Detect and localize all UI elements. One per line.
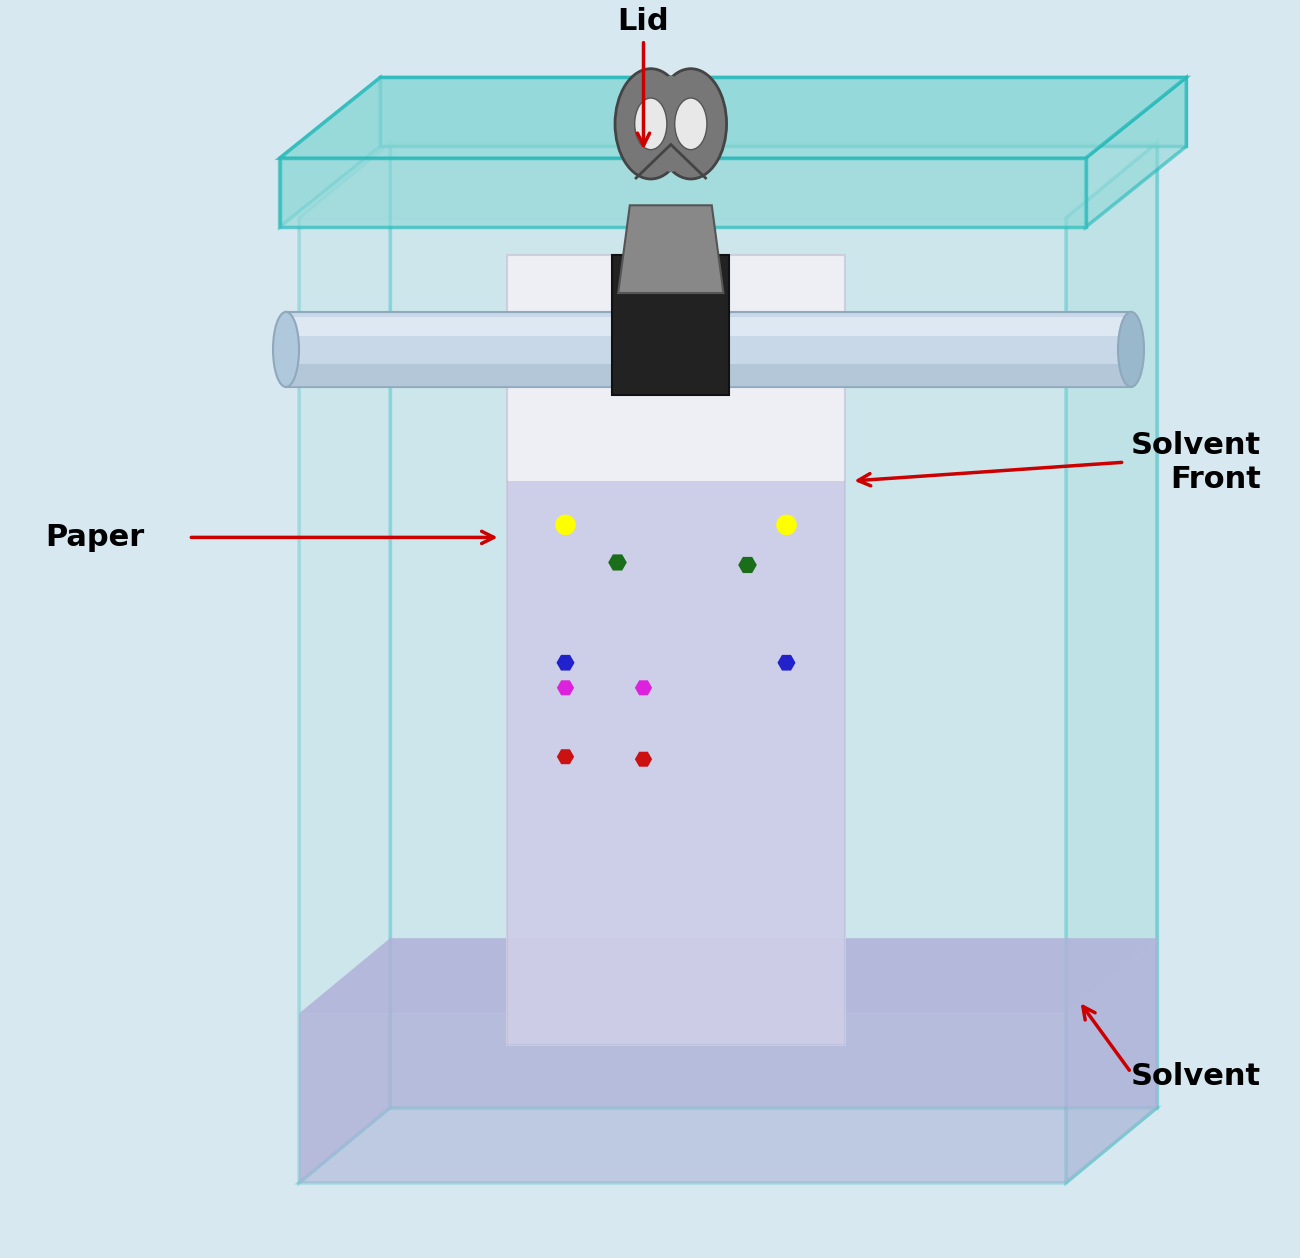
Ellipse shape — [615, 69, 686, 179]
Polygon shape — [299, 142, 390, 1183]
Polygon shape — [390, 938, 1157, 1107]
Ellipse shape — [1118, 312, 1144, 387]
Polygon shape — [286, 317, 1131, 336]
Point — [607, 552, 628, 572]
Polygon shape — [280, 78, 381, 228]
Polygon shape — [1086, 78, 1186, 228]
Polygon shape — [299, 938, 1157, 1014]
Polygon shape — [390, 142, 1157, 1107]
Polygon shape — [1066, 938, 1157, 1183]
Ellipse shape — [675, 98, 707, 150]
Ellipse shape — [273, 312, 299, 387]
Polygon shape — [612, 255, 729, 395]
Polygon shape — [507, 481, 845, 1045]
Polygon shape — [299, 938, 390, 1183]
Point — [555, 653, 576, 673]
Polygon shape — [299, 1107, 1157, 1183]
Polygon shape — [507, 255, 845, 1045]
Point — [776, 653, 797, 673]
Point — [555, 747, 576, 767]
Ellipse shape — [653, 75, 689, 172]
Polygon shape — [381, 78, 1186, 146]
Point — [737, 555, 758, 575]
Point — [555, 678, 576, 698]
Ellipse shape — [655, 69, 727, 179]
Text: Paper: Paper — [46, 523, 144, 552]
Point — [633, 678, 654, 698]
Polygon shape — [280, 159, 1086, 228]
Text: Solvent: Solvent — [1131, 1062, 1261, 1091]
Polygon shape — [286, 312, 1131, 387]
Polygon shape — [280, 78, 1186, 159]
Text: Solvent
Front: Solvent Front — [1131, 431, 1261, 493]
Polygon shape — [619, 205, 723, 293]
Polygon shape — [286, 365, 1131, 387]
Point — [776, 515, 797, 535]
Polygon shape — [299, 218, 1066, 1183]
Text: Lid: Lid — [618, 8, 670, 36]
Ellipse shape — [634, 98, 667, 150]
Point — [633, 750, 654, 770]
Point — [555, 515, 576, 535]
Polygon shape — [299, 1014, 1066, 1183]
Polygon shape — [1066, 142, 1157, 1183]
